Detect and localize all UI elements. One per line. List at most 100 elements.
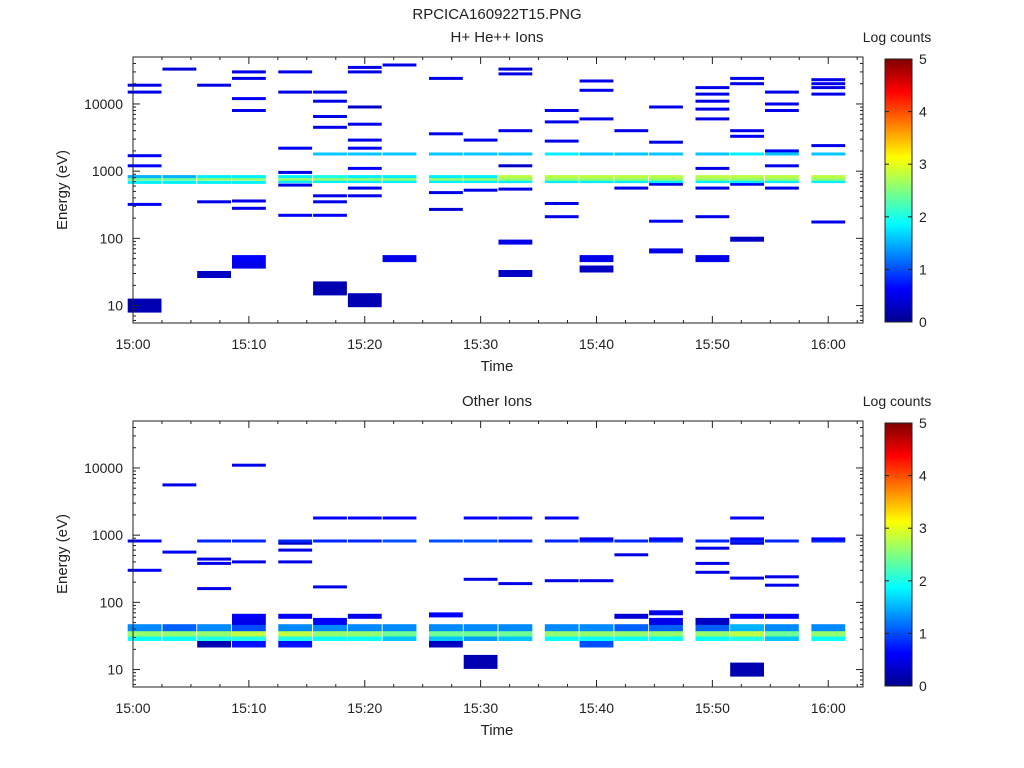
heatmap-cell: [730, 177, 764, 181]
heatmap-cell: [695, 180, 730, 184]
heatmap-cell: [232, 206, 266, 210]
heatmap-cell: [278, 629, 313, 637]
colorbar-label: Log counts: [863, 29, 932, 45]
heatmap-cell: [278, 183, 313, 187]
heatmap-cell: [429, 152, 463, 156]
heatmap-cell: [765, 634, 799, 641]
heatmap-cell: [232, 539, 266, 543]
heatmap-cell: [278, 560, 313, 564]
heatmap-cell: [730, 129, 764, 133]
x-tick-label: 15:10: [231, 336, 266, 352]
heatmap-cell: [278, 90, 313, 94]
heatmap-cell: [695, 117, 730, 121]
heatmap-cell: [347, 516, 382, 520]
heatmap-cell: [730, 537, 764, 541]
heatmap-cell: [811, 144, 846, 148]
y-axis-label: Energy (eV): [54, 150, 71, 230]
heatmap-cell: [695, 570, 730, 574]
heatmap-cell: [649, 629, 683, 637]
heatmap-cell: [232, 629, 266, 637]
heatmap-cell: [347, 539, 382, 543]
heatmap-cell: [313, 617, 347, 625]
heatmap-cell: [162, 629, 197, 637]
heatmap-cell: [579, 177, 614, 181]
heatmap-cell: [197, 177, 231, 181]
heatmap-cell: [232, 109, 266, 112]
heatmap-cell: [197, 557, 231, 561]
colorbar-tick-label: 2: [919, 209, 927, 225]
heatmap-cell: [278, 613, 313, 619]
heatmap-cell: [382, 180, 417, 184]
heatmap-cell: [579, 537, 614, 541]
heatmap-cell: [544, 202, 579, 205]
heatmap-cell: [127, 568, 162, 572]
heatmap-cell: [313, 194, 347, 198]
heatmap-cell: [695, 107, 730, 111]
heatmap-cell: [765, 109, 799, 112]
heatmap-cell: [127, 202, 162, 206]
heatmap-cell: [579, 88, 614, 92]
heatmap-cell: [730, 152, 764, 156]
heatmap-cell: [463, 654, 498, 669]
heatmap-cell: [498, 634, 533, 641]
heatmap-cells: [127, 63, 846, 313]
heatmap-cell: [730, 541, 764, 545]
heatmap-cell: [649, 219, 683, 223]
heatmap-cell: [278, 640, 313, 648]
heatmap-cell: [811, 537, 846, 541]
heatmap-cell: [730, 175, 764, 179]
heatmap-cell: [614, 634, 649, 641]
y-tick-label: 10000: [84, 460, 123, 476]
heatmap-cell: [811, 177, 846, 181]
heatmap-cell: [614, 177, 649, 181]
heatmap-cell: [429, 207, 463, 211]
heatmap-cell: [278, 180, 313, 184]
heatmap-cell: [197, 200, 231, 204]
heatmap-cell: [429, 177, 463, 181]
x-tick-label: 15:30: [463, 700, 498, 716]
heatmap-cell: [695, 629, 730, 637]
y-tick-label: 100: [100, 230, 124, 246]
heatmap-cell: [463, 539, 498, 543]
heatmap-cell: [278, 541, 313, 545]
heatmap-cell: [579, 117, 614, 121]
heatmap-cell: [429, 634, 463, 641]
heatmap-cell: [765, 624, 799, 632]
heatmap-cell: [730, 82, 764, 86]
heatmap-cell: [197, 539, 231, 543]
heatmap-cell: [811, 175, 846, 179]
heatmap-cell: [232, 175, 266, 179]
heatmap-cell: [429, 180, 463, 184]
heatmap-cell: [313, 152, 347, 156]
heatmap-cell: [382, 539, 417, 543]
heatmap-cell: [730, 182, 764, 186]
heatmap-cell: [579, 640, 614, 648]
heatmap-cell: [765, 177, 799, 181]
heatmap-cell: [498, 177, 533, 181]
heatmap-cell: [695, 561, 730, 565]
heatmap-cell: [313, 200, 347, 204]
heatmap-cell: [649, 248, 683, 254]
heatmap-cell: [765, 629, 799, 637]
heatmap-cell: [127, 624, 162, 632]
x-tick-label: 15:00: [115, 336, 150, 352]
heatmap-cell: [347, 105, 382, 109]
heatmap-cell: [463, 188, 498, 192]
heatmap-cell: [382, 152, 417, 156]
heatmap-cell: [765, 102, 799, 106]
heatmap-cell: [498, 129, 533, 133]
colorbar-tick-label: 0: [919, 314, 927, 330]
heatmap-cell: [765, 575, 799, 579]
heatmap-cell: [649, 539, 683, 543]
heatmap-cell: [730, 134, 764, 138]
colorbar-tick-label: 1: [919, 261, 927, 277]
heatmap-cell: [544, 175, 579, 179]
heatmap-cell: [498, 164, 533, 168]
heatmap-cell: [278, 539, 313, 543]
heatmap-cell: [544, 180, 579, 184]
heatmap-cell: [232, 255, 266, 263]
x-axis-ticks: 15:00 15:10 15:20 15:30 15:40 15:50 16:00: [115, 57, 858, 352]
heatmap-cell: [579, 180, 614, 184]
x-tick-label: 15:10: [231, 700, 266, 716]
heatmap-cell: [197, 640, 231, 648]
